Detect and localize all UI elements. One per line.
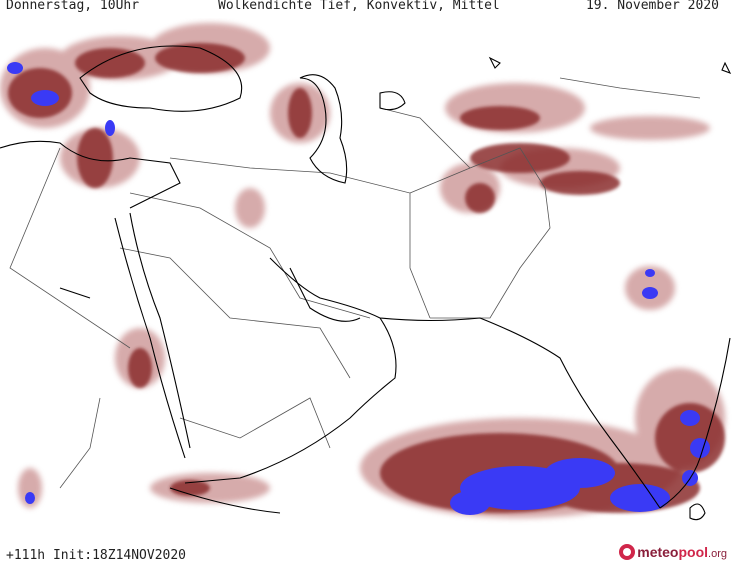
footer-bar: +111h Init:18Z14NOV2020 meteopool.org (0, 528, 733, 566)
cloud-layer-high (7, 62, 710, 515)
date-label: Donnerstag, 10Uhr (6, 0, 140, 13)
logo-text-part2: pool (678, 544, 709, 560)
init-label: +111h Init:18Z14NOV2020 (6, 548, 187, 563)
weather-map (0, 23, 732, 521)
meteopool-circle-icon (619, 544, 636, 560)
coastlines (0, 45, 732, 521)
meteopool-logo[interactable]: meteopool.org (619, 544, 727, 560)
header-bar: Donnerstag, 10Uhr Wolkendichte Tief, Kon… (0, 0, 733, 20)
country-borders (9, 77, 701, 489)
logo-text-part3: .org (708, 548, 727, 560)
cloud-layer-light (0, 23, 725, 518)
date-full-label: 19. November 2020 (585, 0, 719, 13)
logo-text: meteopool.org (637, 544, 727, 560)
map-title: Wolkendichte Tief, Konvektiv, Mittel (218, 0, 500, 13)
logo-text-part1: meteo (637, 544, 679, 560)
